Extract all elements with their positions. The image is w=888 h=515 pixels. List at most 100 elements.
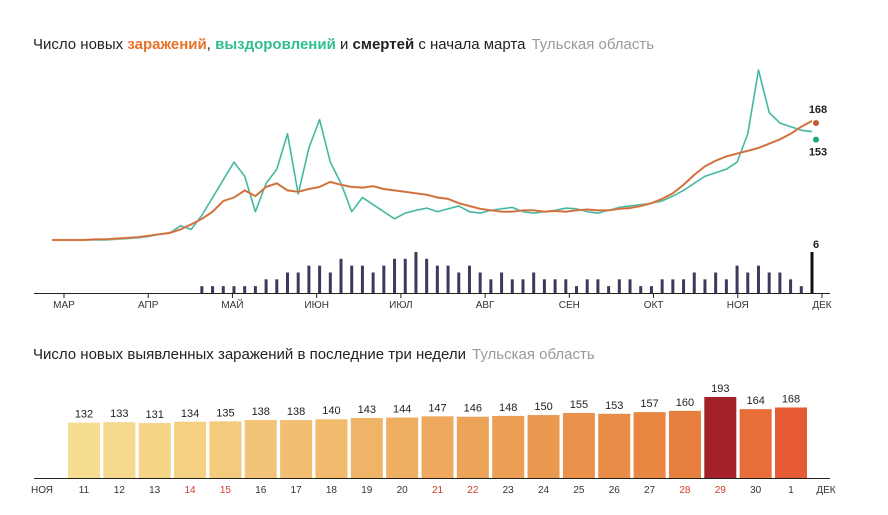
death-bar — [521, 279, 525, 293]
bar-value-label: 147 — [428, 402, 446, 414]
day-bar — [244, 420, 277, 478]
day-bar — [492, 415, 525, 478]
death-bar — [307, 265, 311, 293]
day-label: 23 — [503, 485, 515, 496]
death-bar — [339, 258, 343, 293]
title-sep1: , — [206, 36, 216, 53]
day-bar — [174, 421, 207, 478]
death-bar — [360, 265, 364, 293]
death-bar — [328, 272, 332, 293]
title-recovered: выздоровлений — [215, 36, 336, 53]
chart2-title-wrap: Число новых выявленных заражений в после… — [33, 346, 595, 363]
death-bar — [467, 265, 471, 293]
death-bar — [692, 272, 696, 293]
death-bar — [682, 279, 686, 293]
day-bar — [386, 417, 419, 478]
day-bar — [739, 409, 772, 478]
death-bar — [799, 286, 803, 293]
title-prefix: Число новых — [33, 36, 128, 53]
recovered-end-dot — [813, 136, 819, 143]
death-bar — [211, 286, 215, 293]
bar-value-label: 134 — [181, 408, 199, 420]
bar-start-label: НОЯ — [31, 485, 53, 496]
day-label: 22 — [467, 485, 479, 496]
death-bar — [350, 265, 354, 293]
bar-value-label: 168 — [782, 393, 800, 405]
death-bar — [553, 279, 557, 293]
death-bar — [778, 272, 782, 293]
day-label: 27 — [644, 485, 656, 496]
title-cases: заражений — [127, 36, 207, 53]
bar-value-label: 157 — [640, 398, 658, 410]
death-bar — [596, 279, 600, 293]
day-bar — [456, 416, 489, 478]
day-label: 26 — [609, 485, 621, 496]
day-bar — [562, 412, 595, 478]
death-bar — [243, 286, 247, 293]
death-bar — [649, 286, 653, 293]
day-bar — [668, 410, 701, 478]
month-label: АПР — [138, 300, 159, 311]
death-bar — [671, 279, 675, 293]
bar-value-label: 160 — [676, 397, 694, 409]
day-label: 14 — [184, 485, 196, 496]
death-bar — [510, 279, 514, 293]
recovered-line — [52, 69, 813, 241]
day-bar — [527, 415, 560, 478]
death-bar — [617, 279, 621, 293]
death-bar — [457, 272, 461, 293]
chart1-title: Число новых заражений, выздоровлений и с… — [33, 36, 654, 53]
chart1-svg: МАР АПР МАЙ ИЮН ИЮЛ АВГ СЕН ОКТ НОЯ ДЕК 168 153 6 — [34, 69, 832, 311]
title-sep2: и — [335, 36, 353, 53]
day-label: 20 — [397, 485, 409, 496]
day-label: 19 — [361, 485, 373, 496]
bar-value-label: 146 — [464, 403, 482, 415]
death-bar — [746, 272, 750, 293]
death-bar — [564, 279, 568, 293]
month-label: СЕН — [559, 300, 580, 311]
day-bar — [280, 420, 313, 478]
deaths-end-label: 6 — [813, 239, 819, 251]
day-bar — [209, 421, 242, 478]
day-label: 15 — [220, 485, 232, 496]
death-bar — [414, 252, 418, 293]
cases-end-dot — [813, 120, 819, 126]
bar-value-label: 164 — [746, 395, 764, 407]
death-bar — [703, 279, 707, 293]
death-bar — [756, 265, 760, 293]
day-bar — [704, 397, 737, 478]
death-bar — [500, 272, 504, 293]
death-bar — [371, 272, 375, 293]
month-label: ИЮН — [304, 300, 329, 311]
death-bar — [585, 279, 589, 293]
day-bar — [598, 413, 631, 478]
death-bar — [810, 252, 814, 293]
day-bar — [633, 412, 666, 478]
bar-end-label: ДЕК — [816, 485, 835, 496]
month-label: ДЕК — [812, 300, 831, 311]
death-bar — [403, 258, 407, 293]
day-label: 21 — [432, 485, 444, 496]
bar-value-label: 131 — [146, 409, 164, 421]
day-bar — [421, 416, 454, 478]
day-label: 11 — [79, 485, 90, 496]
bar-value-label: 138 — [287, 406, 305, 418]
bar-value-label: 133 — [110, 408, 128, 420]
death-bar — [767, 272, 771, 293]
recovered-end-label: 153 — [809, 147, 827, 159]
chart2-region: Тульская область — [472, 346, 595, 363]
death-bar — [285, 272, 289, 293]
day-label: 29 — [715, 485, 727, 496]
bar-value-label: 132 — [75, 409, 93, 421]
death-bar — [264, 279, 268, 293]
day-label: 17 — [291, 485, 303, 496]
day-bar — [315, 419, 348, 478]
death-bar — [735, 265, 739, 293]
month-label: МАЙ — [221, 298, 243, 311]
death-bar — [724, 279, 728, 293]
death-bar — [660, 279, 664, 293]
day-label: 24 — [538, 485, 550, 496]
death-bar — [446, 265, 450, 293]
day-bar — [138, 423, 171, 478]
